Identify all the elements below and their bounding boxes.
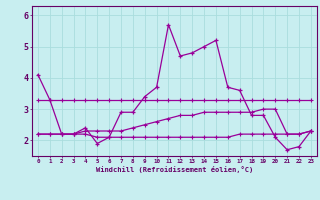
X-axis label: Windchill (Refroidissement éolien,°C): Windchill (Refroidissement éolien,°C) bbox=[96, 166, 253, 173]
